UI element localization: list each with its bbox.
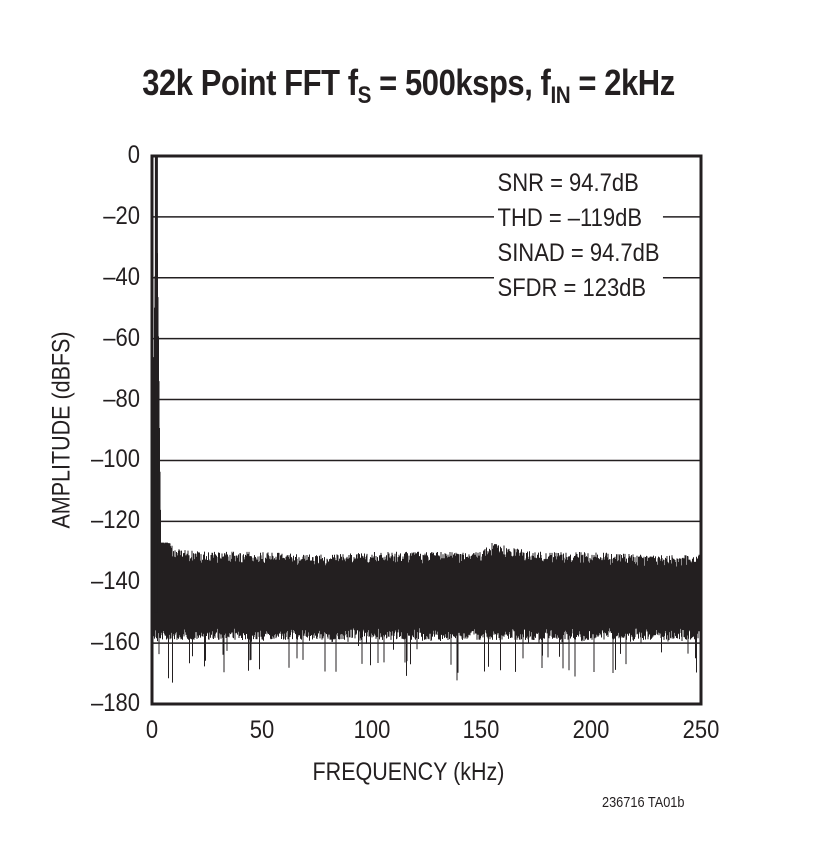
- y-tick-label: –20: [103, 201, 140, 230]
- fundamental-peak: [154, 156, 158, 613]
- y-tick-label: –180: [91, 689, 140, 717]
- title-lead: 32k Point FFT f: [142, 62, 358, 103]
- sinad-label: SINAD = 94.7dB: [497, 239, 660, 267]
- figure-code: 236716 TA01b: [602, 794, 685, 811]
- metrics-annotation: SNR = 94.7dB THD = –119dB SINAD = 94.7dB…: [494, 166, 664, 306]
- title-sub-in: IN: [550, 82, 571, 109]
- sfdr-label: SFDR = 123dB: [497, 274, 647, 302]
- y-tick-label: –120: [91, 506, 140, 535]
- y-tick-label: –140: [91, 567, 140, 596]
- title-sub-s: S: [357, 82, 372, 109]
- x-tick-label: 100: [353, 716, 390, 744]
- chart-title: 32k Point FFT fS = 500ksps, fIN = 2kHz: [57, 62, 760, 108]
- x-tick-label: 50: [249, 716, 275, 744]
- x-tick-label: 0: [145, 716, 159, 744]
- title-tail: = 2kHz: [570, 62, 675, 103]
- y-tick-label: –40: [103, 262, 140, 291]
- x-tick-label: 250: [682, 716, 720, 744]
- y-tick-label: –60: [103, 323, 140, 352]
- y-tick-label: –160: [91, 628, 140, 657]
- thd-label: THD = –119dB: [497, 204, 643, 232]
- y-tick-label: –100: [91, 445, 140, 474]
- snr-label: SNR = 94.7dB: [497, 169, 639, 197]
- y-axis-label: AMPLITUDE (dBFS): [47, 331, 76, 529]
- x-tick-label: 200: [572, 716, 610, 744]
- y-tick-label: –80: [103, 384, 140, 413]
- y-tick-label: 0: [127, 141, 140, 169]
- plot-frame: [150, 154, 703, 706]
- title-mid: = 500ksps, f: [371, 62, 551, 103]
- x-axis-label: FREQUENCY (kHz): [312, 758, 505, 786]
- x-tick-label: 150: [463, 716, 500, 744]
